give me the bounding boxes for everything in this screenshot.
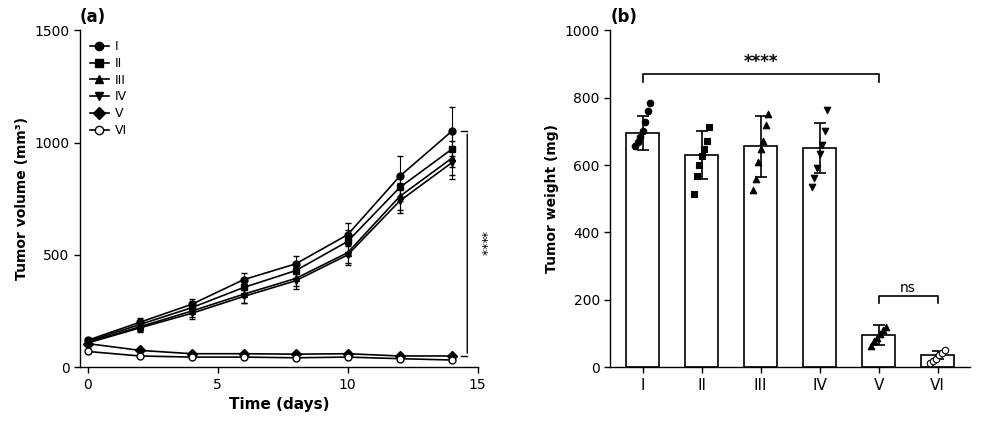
Bar xyxy=(803,148,836,367)
Point xyxy=(630,139,646,146)
Point xyxy=(691,162,707,168)
Point xyxy=(866,337,882,344)
Point xyxy=(934,349,950,356)
Point xyxy=(637,118,653,125)
Point xyxy=(635,128,651,135)
X-axis label: Time (days): Time (days) xyxy=(229,397,329,412)
Point xyxy=(878,323,894,330)
Point xyxy=(696,146,712,152)
Point xyxy=(748,175,764,182)
Y-axis label: Tumor weight (mg): Tumor weight (mg) xyxy=(545,124,559,273)
Point xyxy=(750,159,766,166)
Point xyxy=(875,327,891,334)
Point xyxy=(755,137,771,144)
Bar xyxy=(626,133,659,367)
Point xyxy=(699,138,715,145)
Bar xyxy=(685,155,718,367)
Point xyxy=(925,358,941,365)
Point xyxy=(872,330,888,337)
Point xyxy=(694,152,710,159)
Point xyxy=(640,108,656,114)
Text: ****: **** xyxy=(743,53,778,71)
Point xyxy=(814,142,830,149)
Text: ns: ns xyxy=(900,281,916,295)
Bar xyxy=(862,335,895,367)
Point xyxy=(937,347,953,354)
Point xyxy=(928,355,944,362)
Bar xyxy=(921,356,954,367)
Point xyxy=(760,110,776,117)
Point xyxy=(922,360,938,367)
Text: ****: **** xyxy=(475,231,488,256)
Point xyxy=(812,151,828,158)
Point xyxy=(817,128,833,135)
Point xyxy=(804,184,820,191)
Point xyxy=(869,334,885,341)
Point xyxy=(809,165,825,172)
Point xyxy=(931,352,947,359)
Point xyxy=(753,146,769,152)
Point xyxy=(819,107,835,114)
Point xyxy=(758,122,774,129)
Point xyxy=(689,172,705,179)
Point xyxy=(806,175,822,181)
Point xyxy=(642,99,658,106)
Text: (a): (a) xyxy=(80,8,106,26)
Point xyxy=(686,190,702,197)
Legend: I, II, III, IV, V, VI: I, II, III, IV, V, VI xyxy=(86,36,131,141)
Point xyxy=(632,134,648,141)
Point xyxy=(627,143,643,150)
Point xyxy=(701,124,717,131)
Point xyxy=(863,343,879,350)
Text: (b): (b) xyxy=(610,8,637,26)
Y-axis label: Tumor volume (mm³): Tumor volume (mm³) xyxy=(15,117,29,280)
Bar xyxy=(744,146,777,367)
Point xyxy=(745,187,761,194)
